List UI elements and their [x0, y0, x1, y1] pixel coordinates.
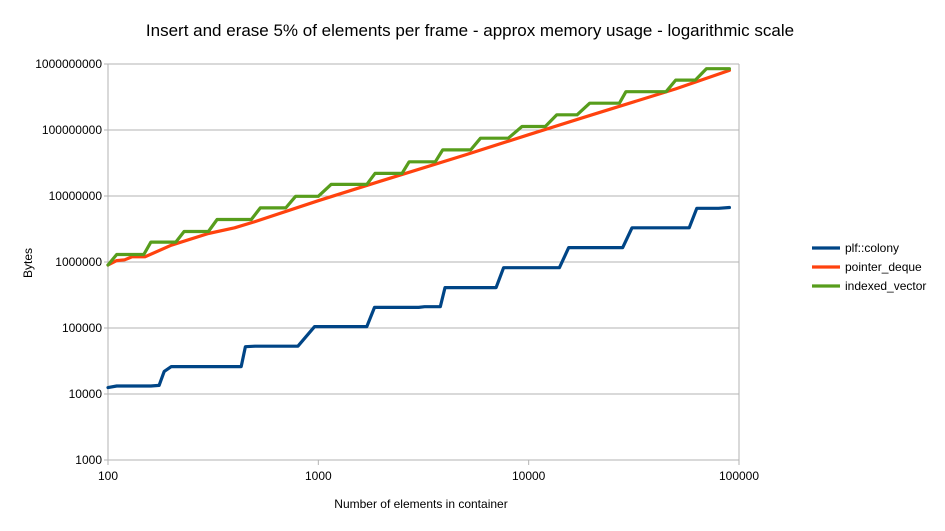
- legend-label: indexed_vector: [845, 279, 926, 293]
- legend-label: pointer_deque: [845, 260, 922, 274]
- y-tick-label: 100000000: [42, 123, 102, 137]
- y-tick-label: 1000000: [55, 255, 102, 269]
- y-tick-label: 100000: [62, 321, 102, 335]
- series-line-indexed-vector: [106, 67, 732, 267]
- grid: [104, 63, 740, 465]
- y-tick-label: 10000000: [49, 189, 103, 203]
- x-tick-label: 10000: [512, 469, 546, 483]
- series-line-plf-colony: [106, 205, 732, 390]
- y-axis-title: Bytes: [21, 248, 35, 278]
- series-lines: [106, 67, 732, 390]
- x-tick-label: 100000: [719, 469, 759, 483]
- x-tick-label: 100: [98, 469, 118, 483]
- y-tick-label: 10000: [69, 387, 103, 401]
- y-tick-label: 1000000000: [35, 57, 102, 71]
- series-line-pointer-deque: [106, 68, 732, 267]
- y-tick-label: 1000: [75, 453, 102, 467]
- x-axis-title: Number of elements in container: [334, 497, 507, 511]
- chart-title: Insert and erase 5% of elements per fram…: [146, 21, 794, 40]
- legend-label: plf::colony: [845, 241, 899, 255]
- tick-labels: 1000 10000 100000 1000000 10000000 100000000 1…: [35, 57, 759, 483]
- x-tick-label: 1000: [305, 469, 332, 483]
